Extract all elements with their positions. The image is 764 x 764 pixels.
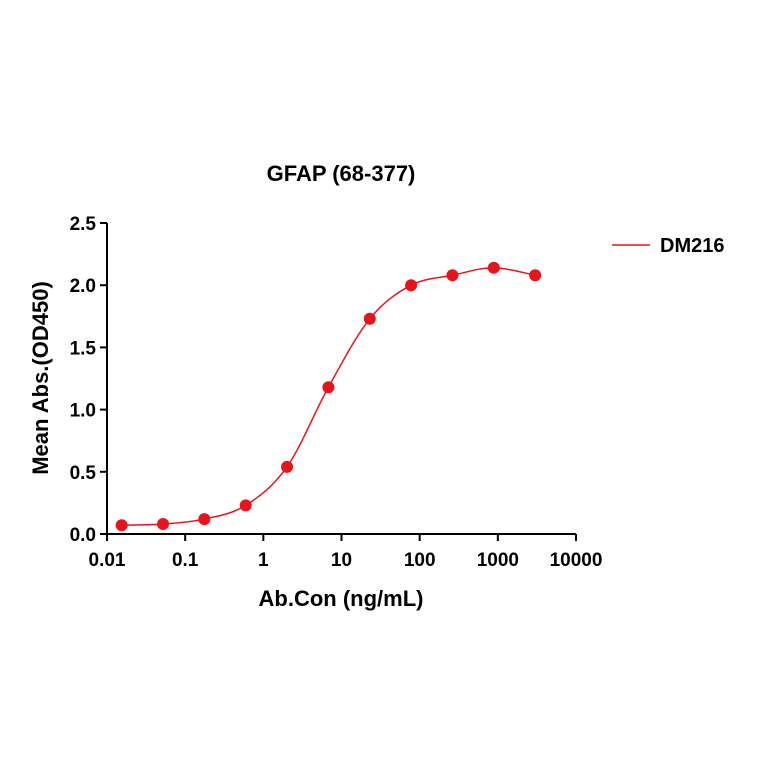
x-tick-label: 10000 [550, 550, 603, 571]
y-tick-label: 1.5 [70, 338, 97, 359]
x-tick-label: 100 [404, 550, 436, 571]
y-tick-label: 2.0 [70, 276, 96, 297]
data-point [281, 460, 294, 473]
fit-line [121, 267, 536, 527]
x-axis-label: Ab.Con (ng/mL) [259, 586, 424, 611]
y-tick-label: 0.0 [70, 525, 96, 546]
data-point [363, 312, 376, 325]
data-point [115, 519, 128, 532]
data-point [446, 269, 459, 282]
y-axis-label: Mean Abs.(OD450) [28, 281, 53, 475]
legend-label: DM216 [660, 235, 724, 257]
data-point [157, 518, 170, 531]
data-point [239, 499, 252, 512]
y-tick-label: 0.5 [70, 463, 97, 484]
x-tick-label: 1000 [477, 550, 519, 571]
x-tick-label: 0.1 [172, 550, 199, 571]
data-point [405, 279, 418, 292]
y-tick-label: 2.5 [70, 214, 97, 235]
data-point [487, 261, 500, 274]
data-point [198, 513, 211, 526]
y-tick-label: 1.0 [70, 401, 96, 422]
data-point [529, 269, 542, 282]
x-tick-label: 10 [331, 550, 352, 571]
chart-title: GFAP (68-377) [267, 161, 416, 186]
data-point [322, 381, 335, 394]
x-tick-label: 1 [258, 550, 269, 571]
x-tick-label: 0.01 [89, 550, 126, 571]
